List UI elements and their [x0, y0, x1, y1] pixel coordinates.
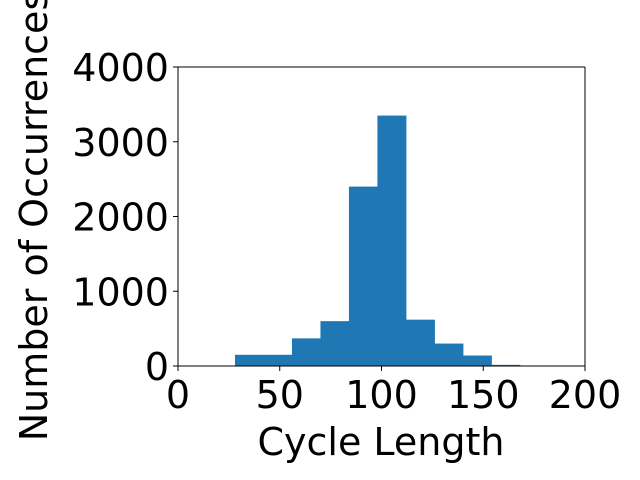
histogram-bar	[235, 355, 264, 366]
histogram-bar	[406, 320, 435, 366]
bars-group	[235, 116, 520, 366]
histogram-bar	[463, 356, 492, 366]
histogram-bar	[377, 116, 406, 366]
y-axis-label: Number of Occurrences	[12, 0, 56, 441]
y-tick-label: 1000	[72, 270, 169, 314]
histogram-bar	[349, 187, 378, 366]
y-tick-label: 3000	[72, 121, 169, 165]
y-ticks: 0 1000 2000 3000 4000	[72, 46, 178, 389]
x-axis-label: Cycle Length	[258, 420, 505, 464]
histogram-bar	[263, 355, 292, 366]
x-ticks: 0 50 100 150 200	[166, 366, 621, 417]
histogram-bar	[320, 321, 349, 366]
histogram-bar	[434, 344, 463, 366]
y-tick-label: 4000	[72, 46, 169, 90]
x-tick-label: 0	[166, 373, 190, 417]
x-tick-label: 150	[447, 373, 520, 417]
y-tick-label: 0	[145, 345, 169, 389]
y-tick-label: 2000	[72, 196, 169, 240]
histogram-bar	[292, 338, 321, 366]
x-tick-label: 100	[345, 373, 418, 417]
x-tick-label: 50	[256, 373, 304, 417]
x-tick-label: 200	[549, 373, 622, 417]
